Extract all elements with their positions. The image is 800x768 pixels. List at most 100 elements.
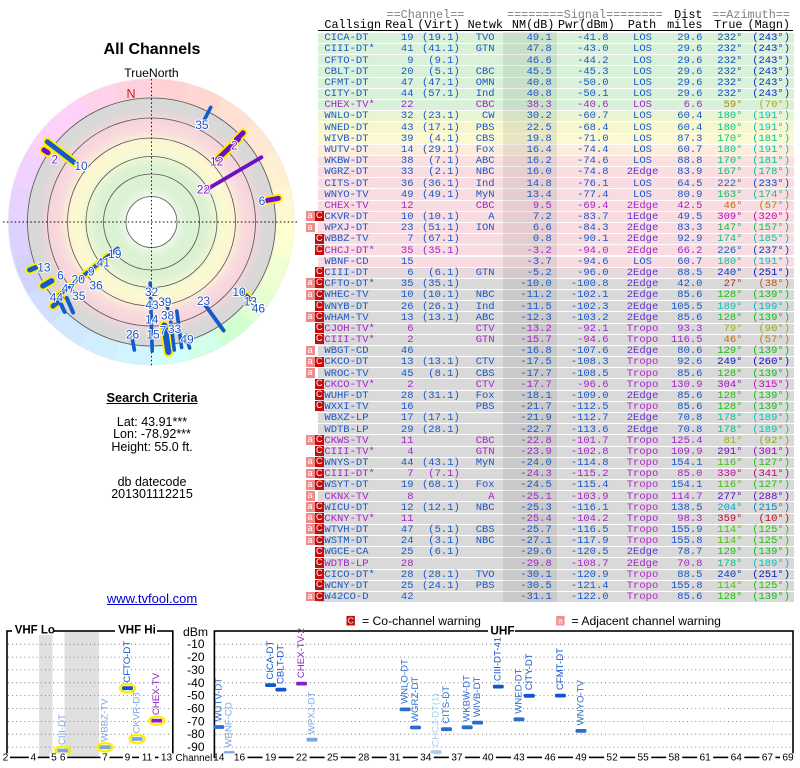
svg-text:WBBZ-TV: WBBZ-TV: [100, 698, 111, 742]
svg-text:WNLO-DT: WNLO-DT: [400, 659, 411, 704]
svg-text:20: 20: [72, 272, 86, 286]
svg-text:dBm: dBm: [183, 625, 208, 639]
svg-text:43: 43: [513, 753, 525, 764]
svg-text:CHCJ-DT(1): CHCJ-DT(1): [431, 693, 442, 746]
svg-text:-20: -20: [187, 650, 205, 664]
svg-text:Channel: Channel: [176, 753, 213, 764]
svg-text:13: 13: [37, 260, 51, 274]
svg-text:2: 2: [51, 153, 58, 167]
svg-text:WNYO-TV: WNYO-TV: [576, 680, 587, 726]
svg-text:13: 13: [161, 753, 173, 764]
svg-text:19: 19: [108, 247, 122, 261]
svg-text:55: 55: [638, 753, 650, 764]
svg-text:46: 46: [252, 301, 266, 315]
svg-text:69: 69: [782, 753, 794, 764]
svg-text:15: 15: [146, 327, 160, 341]
svg-text:12: 12: [210, 154, 224, 168]
svg-text:CFMT-DT: CFMT-DT: [555, 648, 566, 690]
svg-text:-30: -30: [187, 663, 205, 677]
svg-text:CITY-DT: CITY-DT: [524, 653, 535, 690]
svg-text:33: 33: [168, 322, 182, 336]
svg-text:CKVR-DT: CKVR-DT: [132, 691, 143, 734]
svg-text:WGRZ-DT: WGRZ-DT: [410, 677, 421, 722]
svg-text:31: 31: [389, 753, 401, 764]
svg-text:VHF Hi: VHF Hi: [118, 625, 156, 637]
svg-text:= Adjacent channel warning: = Adjacent channel warning: [572, 614, 721, 628]
svg-text:WUTV-DT: WUTV-DT: [213, 678, 224, 722]
svg-text:-60: -60: [187, 702, 205, 716]
svg-text:-90: -90: [187, 740, 205, 754]
svg-text:61: 61: [700, 753, 712, 764]
svg-text:-70: -70: [187, 714, 205, 728]
svg-text:41: 41: [97, 256, 111, 270]
svg-text:32: 32: [145, 285, 159, 299]
svg-text:= Co-channel warning: = Co-channel warning: [362, 614, 481, 628]
svg-text:28: 28: [358, 753, 370, 764]
svg-text:2: 2: [231, 138, 238, 152]
svg-text:23: 23: [197, 294, 211, 308]
svg-text:WKBW-DT: WKBW-DT: [462, 675, 473, 722]
svg-text:WIVB-DT: WIVB-DT: [472, 676, 483, 717]
svg-text:CHEX-TV-2: CHEX-TV-2: [296, 628, 307, 678]
svg-text:-10: -10: [187, 637, 205, 651]
svg-text:CFTO-DT: CFTO-DT: [122, 641, 133, 683]
svg-text:26: 26: [126, 327, 140, 341]
svg-text:47: 47: [62, 282, 76, 296]
svg-text:14: 14: [213, 753, 225, 764]
svg-text:37: 37: [451, 753, 463, 764]
svg-text:52: 52: [606, 753, 618, 764]
svg-text:7: 7: [102, 753, 108, 764]
svg-text:36: 36: [89, 279, 103, 293]
svg-text:WBNF-CD: WBNF-CD: [224, 702, 235, 747]
svg-text:25: 25: [327, 753, 339, 764]
svg-text:44: 44: [50, 291, 64, 305]
svg-text:9: 9: [88, 265, 95, 279]
svg-text:N: N: [126, 87, 135, 101]
svg-text:UHF: UHF: [490, 623, 514, 637]
svg-text:6: 6: [259, 194, 266, 208]
svg-text:35: 35: [195, 118, 209, 132]
svg-text:-80: -80: [187, 727, 205, 741]
svg-text:16: 16: [234, 753, 246, 764]
svg-text:WPXJ-DT: WPXJ-DT: [307, 691, 318, 734]
svg-text:WNED-DT: WNED-DT: [514, 668, 525, 713]
svg-text:43: 43: [145, 298, 159, 312]
svg-text:38: 38: [161, 308, 175, 322]
svg-text:-50: -50: [187, 689, 205, 703]
svg-text:-40: -40: [187, 676, 205, 690]
svg-text:34: 34: [420, 753, 432, 764]
svg-text:10: 10: [232, 285, 246, 299]
svg-text:13: 13: [244, 294, 258, 308]
svg-text:67: 67: [762, 753, 774, 764]
svg-text:14: 14: [145, 313, 159, 327]
svg-text:46: 46: [544, 753, 556, 764]
svg-text:22: 22: [296, 753, 308, 764]
svg-text:6: 6: [60, 753, 66, 764]
svg-text:CICA-DT: CICA-DT: [265, 641, 276, 680]
svg-text:49: 49: [575, 753, 587, 764]
svg-text:19: 19: [265, 753, 277, 764]
svg-text:58: 58: [669, 753, 681, 764]
svg-text:11: 11: [142, 753, 153, 764]
svg-text:VHF Lo: VHF Lo: [15, 625, 55, 637]
svg-text:CIII-DT-41: CIII-DT-41: [493, 637, 504, 681]
svg-text:CHEX-TV: CHEX-TV: [151, 672, 162, 715]
svg-text:C: C: [348, 616, 354, 626]
svg-text:35: 35: [72, 289, 86, 303]
svg-text:49: 49: [180, 332, 194, 346]
svg-text:CIII-DT: CIII-DT: [57, 714, 68, 745]
svg-text:22: 22: [197, 183, 211, 197]
svg-text:5: 5: [51, 753, 57, 764]
svg-text:a: a: [558, 616, 563, 626]
svg-text:6: 6: [57, 268, 64, 282]
svg-text:9: 9: [125, 753, 131, 764]
svg-text:2: 2: [3, 753, 9, 764]
svg-text:64: 64: [731, 753, 743, 764]
svg-text:4: 4: [30, 753, 36, 764]
svg-text:CITS-DT: CITS-DT: [441, 686, 452, 724]
svg-text:40: 40: [482, 753, 494, 764]
svg-text:39: 39: [158, 295, 172, 309]
svg-text:10: 10: [74, 159, 88, 173]
svg-text:CBLT-DT: CBLT-DT: [275, 645, 286, 684]
svg-text:7: 7: [160, 323, 167, 337]
